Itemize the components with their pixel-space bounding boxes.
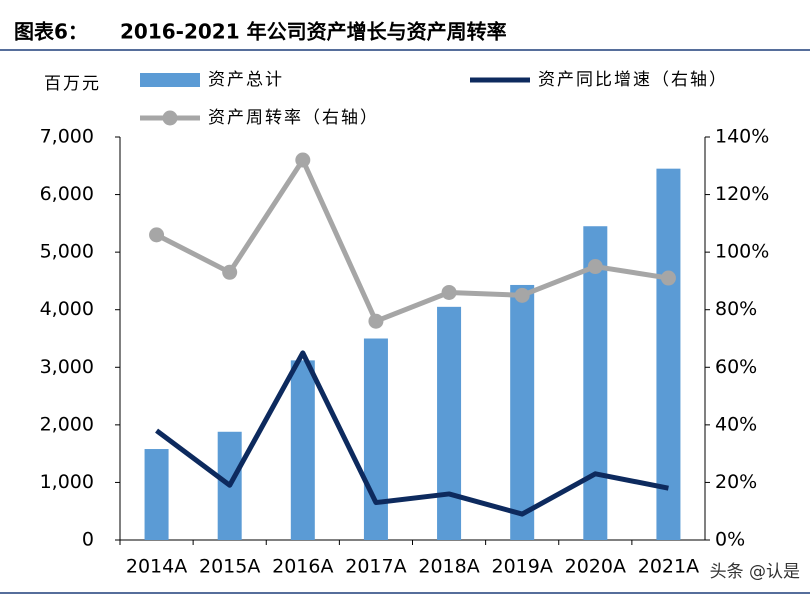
legend-swatch — [140, 73, 200, 87]
watermark: 头条 @认是 — [710, 562, 800, 582]
y2-tick-label: 40% — [715, 413, 757, 435]
marker — [514, 287, 530, 303]
line — [155, 350, 669, 517]
legend-label: 资产总计 — [208, 70, 284, 90]
bar — [144, 449, 169, 540]
bar — [290, 360, 315, 540]
y-tick-label: 7,000 — [40, 126, 94, 148]
bar — [656, 168, 681, 540]
y2-tick-label: 0% — [715, 529, 745, 551]
line — [155, 157, 669, 324]
bar — [437, 306, 462, 540]
y-axis-unit: 百万元 — [44, 74, 101, 94]
bar — [583, 226, 608, 540]
y-tick-label: 0 — [82, 529, 94, 551]
marker — [587, 259, 603, 275]
marker — [368, 313, 384, 329]
y2-tick-label: 140% — [715, 126, 769, 148]
marker — [149, 227, 165, 243]
legend-marker — [162, 110, 178, 126]
marker — [441, 284, 457, 300]
y-tick-label: 1,000 — [40, 471, 94, 493]
legend-label: 资产同比增速（右轴） — [538, 70, 728, 90]
y-tick-label: 2,000 — [40, 413, 94, 435]
x-tick-label: 2016A — [272, 556, 333, 578]
y2-tick-label: 20% — [715, 471, 757, 493]
marker — [295, 152, 311, 168]
x-tick-label: 2018A — [418, 556, 479, 578]
x-tick-label: 2019A — [492, 556, 553, 578]
y-tick-label: 6,000 — [40, 183, 94, 205]
y-tick-label: 5,000 — [40, 241, 94, 263]
bar — [363, 338, 388, 540]
x-tick-label: 2021A — [638, 556, 699, 578]
y2-tick-label: 120% — [715, 183, 769, 205]
legend-label: 资产周转率（右轴） — [208, 108, 379, 128]
y2-tick-label: 100% — [715, 241, 769, 263]
marker — [660, 270, 676, 286]
marker — [222, 264, 238, 280]
y2-tick-label: 60% — [715, 356, 757, 378]
x-tick-label: 2014A — [126, 556, 187, 578]
title-label: 图表6： — [14, 20, 88, 44]
y-tick-label: 4,000 — [40, 298, 94, 320]
y-tick-label: 3,000 — [40, 356, 94, 378]
bar — [510, 284, 535, 540]
x-tick-label: 2017A — [345, 556, 406, 578]
chart-title: 2016-2021 年公司资产增长与资产周转率 — [120, 20, 507, 44]
x-tick-label: 2020A — [565, 556, 626, 578]
x-tick-label: 2015A — [199, 556, 260, 578]
y2-tick-label: 80% — [715, 298, 757, 320]
